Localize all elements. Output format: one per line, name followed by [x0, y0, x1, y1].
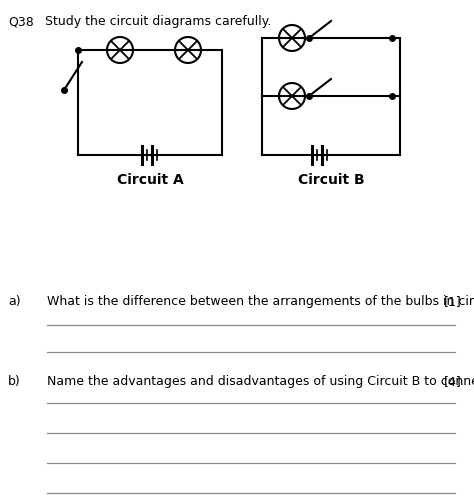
Text: What is the difference between the arrangements of the bulbs in circuits A and B: What is the difference between the arran…	[47, 295, 474, 308]
Text: Study the circuit diagrams carefully.: Study the circuit diagrams carefully.	[45, 15, 272, 28]
Text: [4]: [4]	[444, 375, 462, 388]
Text: b): b)	[8, 375, 21, 388]
Text: [1]: [1]	[444, 295, 462, 308]
Text: a): a)	[8, 295, 21, 308]
Text: Circuit A: Circuit A	[117, 173, 183, 187]
Text: Q38: Q38	[8, 15, 34, 28]
Text: Name the advantages and disadvantages of using Circuit B to connect bulbs.: Name the advantages and disadvantages of…	[47, 375, 474, 388]
Text: Circuit B: Circuit B	[298, 173, 365, 187]
